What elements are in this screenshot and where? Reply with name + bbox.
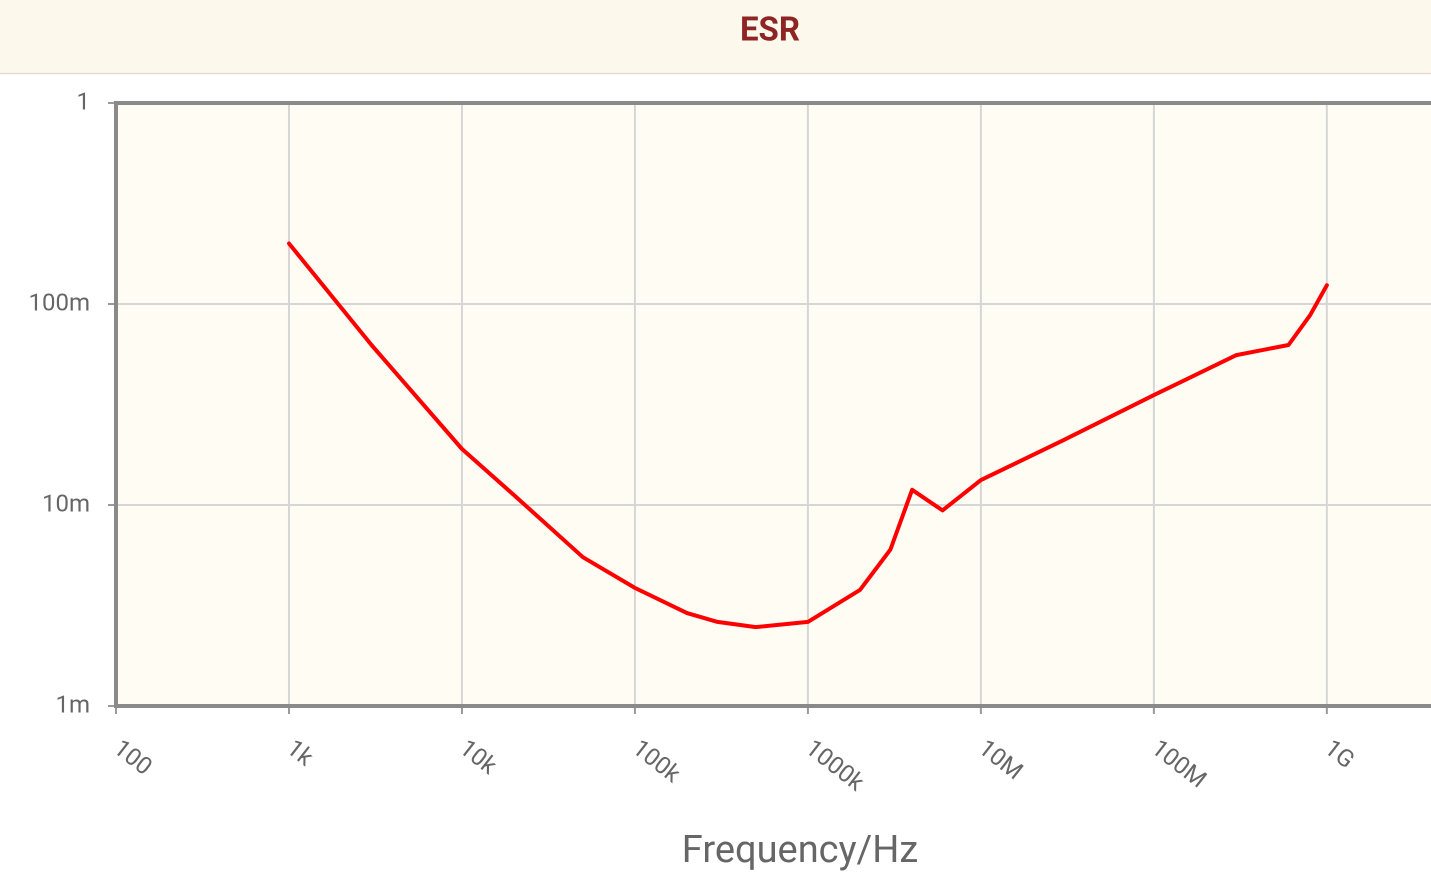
y-tick-label: 10m (42, 489, 90, 517)
y-tick-label: 1m (55, 690, 90, 718)
x-tick-label: 1000k (800, 734, 870, 797)
data-line (287, 241, 1329, 630)
x-tick-label: 1G (1319, 734, 1360, 774)
title-bar (0, 0, 1431, 73)
x-tick-label: 1k (281, 734, 319, 772)
x-axis-label: Frequency/Hz (682, 828, 918, 872)
plot-area (116, 103, 1431, 706)
x-tick-label: 10k (454, 734, 503, 781)
x-tick-label: 100M (1146, 734, 1212, 794)
y-tick-label: 1 (77, 87, 91, 115)
x-tick-label: 100 (108, 734, 157, 781)
x-tick-label: 10M (973, 734, 1028, 786)
chart-title: ESR (740, 11, 800, 50)
y-tick-label: 100m (28, 288, 90, 316)
x-tick-label: 100k (627, 734, 686, 789)
